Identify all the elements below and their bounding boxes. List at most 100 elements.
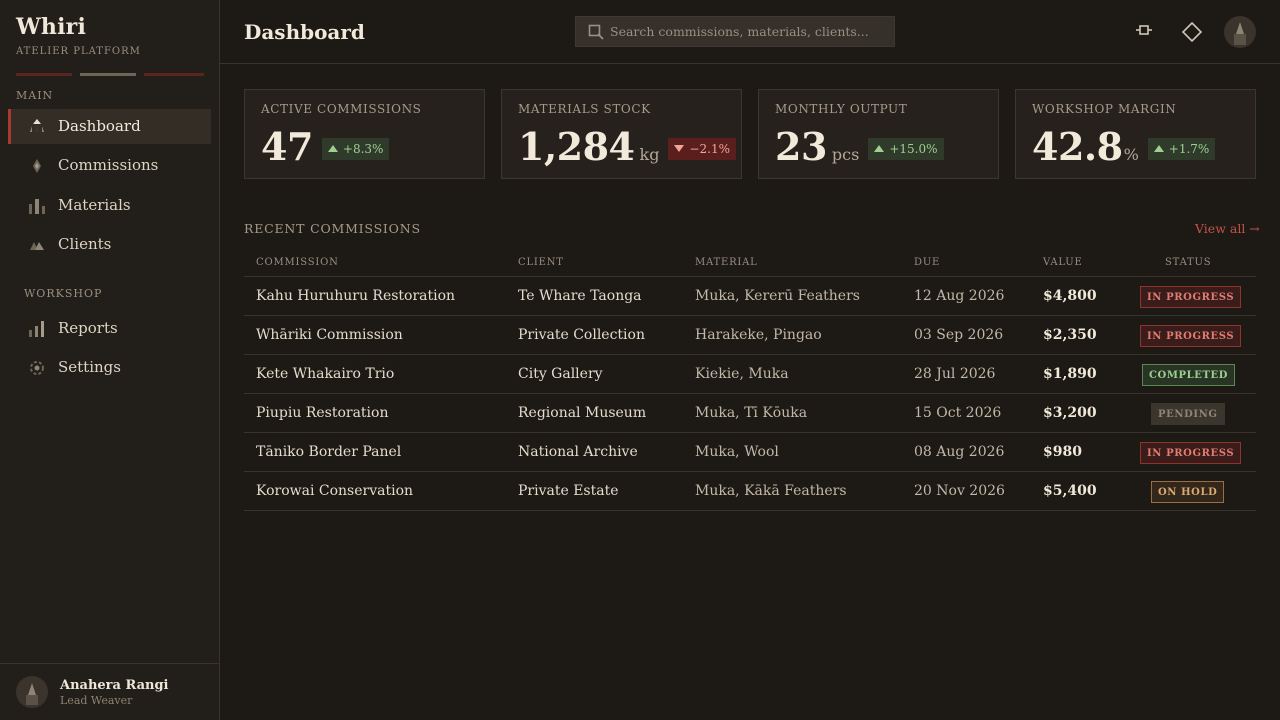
kpi-card-active-commissions: ACTIVE COMMISSIONS 47 +8.3%	[244, 89, 485, 179]
sidebar-item-commissions[interactable]: Commissions	[8, 148, 211, 183]
kpi-delta-value: +15.0%	[889, 141, 938, 156]
sidebar-item-label: Settings	[58, 358, 121, 376]
cell-client: Private Estate	[518, 483, 619, 499]
section-label-workshop: WORKSHOP	[24, 287, 103, 300]
column-header-client[interactable]: CLIENT	[518, 257, 564, 268]
cell-due: 20 Nov 2026	[914, 483, 1005, 499]
cell-value: $2,350	[1043, 327, 1097, 343]
kpi-label: WORKSHOP MARGIN	[1032, 102, 1177, 116]
avatar-figure-icon	[1234, 22, 1246, 45]
cell-client: Te Whare Taonga	[518, 288, 642, 304]
sidebar-item-reports[interactable]: Reports	[8, 311, 211, 346]
cell-value: $1,890	[1043, 366, 1097, 382]
trend-up-icon	[327, 145, 338, 152]
section-label-main: MAIN	[16, 89, 54, 102]
sidebar-item-dashboard[interactable]: Dashboard	[8, 109, 211, 144]
commissions-icon	[33, 159, 41, 173]
clients-icon	[30, 242, 44, 250]
table-row[interactable]: Kete Whakairo Trio City Gallery Kiekie, …	[244, 355, 1256, 394]
cell-commission: Tāniko Border Panel	[256, 444, 402, 460]
cell-client: Private Collection	[518, 327, 645, 343]
kpi-value: 1,284	[518, 124, 635, 169]
status-badge: IN PROGRESS	[1140, 442, 1242, 464]
cell-material: Harakeke, Pingao	[695, 327, 822, 343]
divider-segment	[144, 73, 204, 76]
kpi-label: MONTHLY OUTPUT	[775, 102, 908, 116]
kpi-delta-badge: +15.0%	[868, 137, 944, 160]
search-box[interactable]	[575, 16, 895, 47]
table-row[interactable]: Whāriki Commission Private Collection Ha…	[244, 316, 1256, 355]
sidebar-item-label: Dashboard	[58, 117, 141, 135]
cell-due: 12 Aug 2026	[914, 288, 1005, 304]
table-row[interactable]: Tāniko Border Panel National Archive Muk…	[244, 433, 1256, 472]
kpi-card-workshop-margin: WORKSHOP MARGIN 42.8 % +1.7%	[1015, 89, 1256, 179]
cell-material: Kiekie, Muka	[695, 366, 789, 382]
user-name: Anahera Rangi	[60, 678, 169, 693]
sidebar-item-settings[interactable]: Settings	[8, 350, 211, 385]
app-subtitle: ATELIER PLATFORM	[16, 46, 141, 57]
dashboard-icon	[30, 119, 44, 132]
cell-due: 28 Jul 2026	[914, 366, 996, 382]
cell-due: 03 Sep 2026	[914, 327, 1004, 343]
kpi-delta-badge: +8.3%	[321, 137, 390, 160]
kpi-delta-badge: −2.1%	[668, 137, 736, 160]
kpi-delta-value: +8.3%	[342, 141, 384, 156]
user-profile[interactable]: Anahera Rangi Lead Weaver	[0, 663, 219, 720]
column-header-due[interactable]: DUE	[914, 257, 941, 268]
search-icon	[588, 24, 604, 40]
brand-divider	[16, 73, 204, 76]
sidebar-item-clients[interactable]: Clients	[8, 227, 211, 262]
status-badge: IN PROGRESS	[1140, 325, 1242, 347]
cell-material: Muka, Wool	[695, 444, 779, 460]
avatar	[16, 676, 48, 708]
kpi-unit: kg	[639, 145, 660, 164]
sidebar-item-label: Commissions	[58, 156, 159, 174]
view-all-link[interactable]: View all →	[1195, 221, 1260, 236]
cell-value: $5,400	[1043, 483, 1097, 499]
top-bar: Dashboard	[220, 0, 1280, 64]
cell-client: Regional Museum	[518, 405, 647, 421]
column-header-material[interactable]: MATERIAL	[695, 257, 758, 268]
sidebar: Whiri ATELIER PLATFORM MAIN Dashboard Co…	[0, 0, 220, 720]
avatar[interactable]	[1224, 16, 1256, 48]
cell-value: $980	[1043, 444, 1082, 460]
kpi-unit: %	[1123, 145, 1139, 164]
cell-commission: Whāriki Commission	[256, 327, 403, 343]
column-header-value[interactable]: VALUE	[1043, 257, 1083, 268]
commissions-table: COMMISSION CLIENT MATERIAL DUE VALUE STA…	[244, 246, 1256, 511]
sidebar-item-materials[interactable]: Materials	[8, 188, 211, 223]
cell-value: $4,800	[1043, 288, 1097, 304]
kpi-value: 42.8	[1032, 124, 1123, 169]
table-header: COMMISSION CLIENT MATERIAL DUE VALUE STA…	[244, 246, 1256, 277]
kpi-value: 47	[261, 124, 313, 169]
avatar-figure-icon	[26, 683, 38, 705]
cell-commission: Korowai Conservation	[256, 483, 414, 499]
diamond-icon[interactable]	[1181, 21, 1203, 43]
chip-icon[interactable]	[1133, 20, 1155, 42]
search-input[interactable]	[610, 17, 890, 46]
cell-due: 08 Aug 2026	[914, 444, 1005, 460]
kpi-value: 23	[775, 124, 827, 169]
kpi-card-materials-stock: MATERIALS STOCK 1,284 kg −2.1%	[501, 89, 742, 179]
reports-icon	[29, 321, 44, 337]
cell-commission: Piupiu Restoration	[256, 405, 389, 421]
cell-client: City Gallery	[518, 366, 603, 382]
kpi-card-monthly-output: MONTHLY OUTPUT 23 pcs +15.0%	[758, 89, 999, 179]
cell-material: Muka, Kererū Feathers	[695, 288, 860, 304]
kpi-delta-value: −2.1%	[689, 141, 730, 156]
column-header-commission[interactable]: COMMISSION	[256, 257, 339, 268]
column-header-status[interactable]: STATUS	[1165, 257, 1212, 268]
table-row[interactable]: Kahu Huruhuru Restoration Te Whare Taong…	[244, 277, 1256, 316]
status-badge: IN PROGRESS	[1140, 286, 1242, 308]
user-role: Lead Weaver	[60, 694, 133, 707]
trend-down-icon	[674, 145, 685, 152]
brand: Whiri ATELIER PLATFORM	[16, 14, 141, 57]
kpi-delta-badge: +1.7%	[1147, 137, 1216, 160]
app-name: Whiri	[16, 14, 87, 40]
trend-up-icon	[874, 145, 885, 152]
table-row[interactable]: Korowai Conservation Private Estate Muka…	[244, 472, 1256, 511]
table-row[interactable]: Piupiu Restoration Regional Museum Muka,…	[244, 394, 1256, 433]
cell-value: $3,200	[1043, 405, 1097, 421]
gear-icon	[30, 361, 44, 375]
kpi-label: ACTIVE COMMISSIONS	[261, 102, 422, 116]
